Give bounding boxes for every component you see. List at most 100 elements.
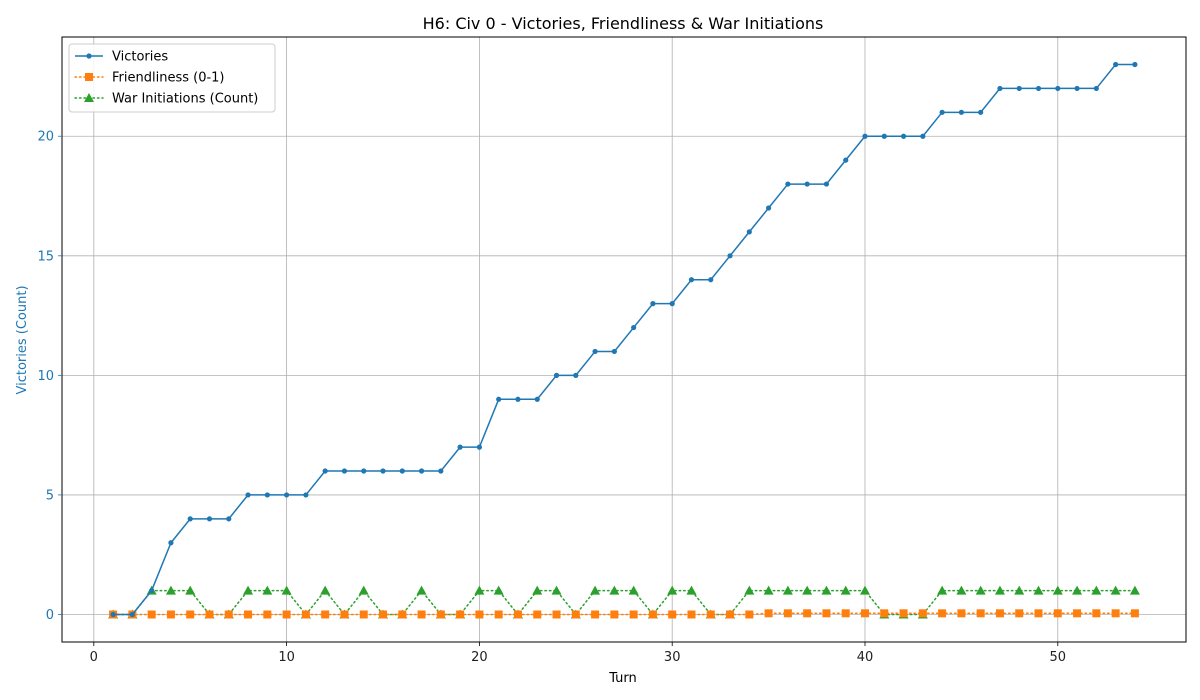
legend: Victories Friendliness (0-1) War Initiatio… <box>68 43 276 113</box>
data-point-0 <box>438 468 444 474</box>
data-point-0 <box>1132 61 1138 68</box>
legend-frame <box>68 43 276 113</box>
data-point-1 <box>417 610 426 619</box>
data-point-0 <box>284 492 290 498</box>
x-tick-label: 20 <box>471 650 488 665</box>
data-point-0 <box>1055 85 1061 92</box>
data-point-1 <box>591 610 600 619</box>
data-point-0 <box>226 516 232 522</box>
x-tick-label: 30 <box>664 650 681 665</box>
data-point-2 <box>937 585 948 595</box>
data-point-2 <box>821 585 832 595</box>
series-line-2 <box>112 589 1136 616</box>
data-point-1 <box>359 610 368 619</box>
data-point-1 <box>398 610 407 619</box>
data-point-1 <box>456 610 465 619</box>
data-point-0 <box>110 611 116 618</box>
legend-marker <box>86 53 92 59</box>
data-point-0 <box>669 301 675 307</box>
data-point-2 <box>1091 585 1102 595</box>
data-point-2 <box>1052 585 1063 595</box>
x-axis-label: Turn <box>608 671 637 686</box>
y-tick-label: 0 <box>46 608 54 623</box>
data-point-1 <box>687 610 696 619</box>
data-point-2 <box>1129 585 1140 595</box>
data-point-0 <box>573 372 579 378</box>
data-point-0 <box>534 396 540 402</box>
data-point-1 <box>263 610 272 619</box>
data-point-1 <box>783 609 792 618</box>
data-point-0 <box>958 109 964 115</box>
data-point-0 <box>149 587 155 594</box>
data-point-1 <box>726 610 735 619</box>
data-point-0 <box>785 181 791 187</box>
data-point-0 <box>727 253 733 259</box>
data-point-0 <box>939 109 945 115</box>
data-point-2 <box>802 585 813 595</box>
data-point-2 <box>262 585 273 595</box>
data-point-1 <box>629 610 638 619</box>
data-point-1 <box>224 610 233 619</box>
data-point-0 <box>688 277 695 283</box>
data-point-0 <box>1016 85 1022 92</box>
data-point-0 <box>129 611 135 618</box>
data-point-0 <box>245 492 251 498</box>
legend-label: Friendliness (0-1) <box>112 71 225 86</box>
data-point-2 <box>1110 585 1121 595</box>
data-point-2 <box>763 585 774 595</box>
data-point-0 <box>1074 85 1080 92</box>
y-axis-label: Victories (Count) <box>15 285 30 394</box>
series-2 <box>108 585 1140 619</box>
data-point-1 <box>841 609 850 618</box>
data-point-1 <box>301 610 310 619</box>
data-point-1 <box>764 609 773 618</box>
data-point-2 <box>320 585 331 595</box>
data-point-0 <box>881 133 887 139</box>
data-point-2 <box>1014 585 1025 595</box>
data-point-1 <box>1111 609 1120 618</box>
x-tick-label: 40 <box>857 650 874 665</box>
y-axis-ticks: 0 5 10 15 20 <box>37 130 62 623</box>
data-point-2 <box>994 585 1005 595</box>
data-point-1 <box>706 610 715 619</box>
data-point-2 <box>782 585 793 595</box>
data-point-0 <box>650 301 656 307</box>
data-point-2 <box>956 585 967 595</box>
data-point-0 <box>862 133 868 139</box>
data-point-0 <box>900 133 907 139</box>
data-point-1 <box>938 609 947 618</box>
x-tick-label: 10 <box>278 650 295 665</box>
data-point-1 <box>1130 609 1139 618</box>
data-point-0 <box>553 372 560 378</box>
data-point-0 <box>264 492 270 498</box>
data-point-1 <box>475 610 484 619</box>
data-point-0 <box>843 157 849 163</box>
data-point-2 <box>686 585 697 595</box>
data-point-2 <box>859 585 870 595</box>
data-point-1 <box>648 610 657 619</box>
data-point-2 <box>416 585 427 595</box>
legend-label: War Initiations (Count) <box>112 92 258 107</box>
data-point-0 <box>997 85 1003 92</box>
data-point-2 <box>840 585 851 595</box>
y-tick-label: 15 <box>37 249 54 264</box>
data-point-2 <box>165 585 176 595</box>
data-point-2 <box>667 585 678 595</box>
data-point-0 <box>303 492 309 498</box>
plot-area-frame <box>61 36 1187 643</box>
data-point-0 <box>823 181 830 187</box>
data-point-0 <box>168 540 174 546</box>
data-point-1 <box>571 610 580 619</box>
data-point-0 <box>341 468 348 474</box>
data-point-2 <box>185 585 196 595</box>
data-point-1 <box>1073 609 1082 618</box>
data-point-1 <box>166 610 175 619</box>
data-point-1 <box>282 610 291 619</box>
data-point-1 <box>976 609 985 618</box>
data-point-0 <box>380 468 386 474</box>
data-point-2 <box>609 585 620 595</box>
data-point-1 <box>995 609 1004 618</box>
data-point-1 <box>379 610 388 619</box>
data-point-0 <box>1093 85 1099 92</box>
